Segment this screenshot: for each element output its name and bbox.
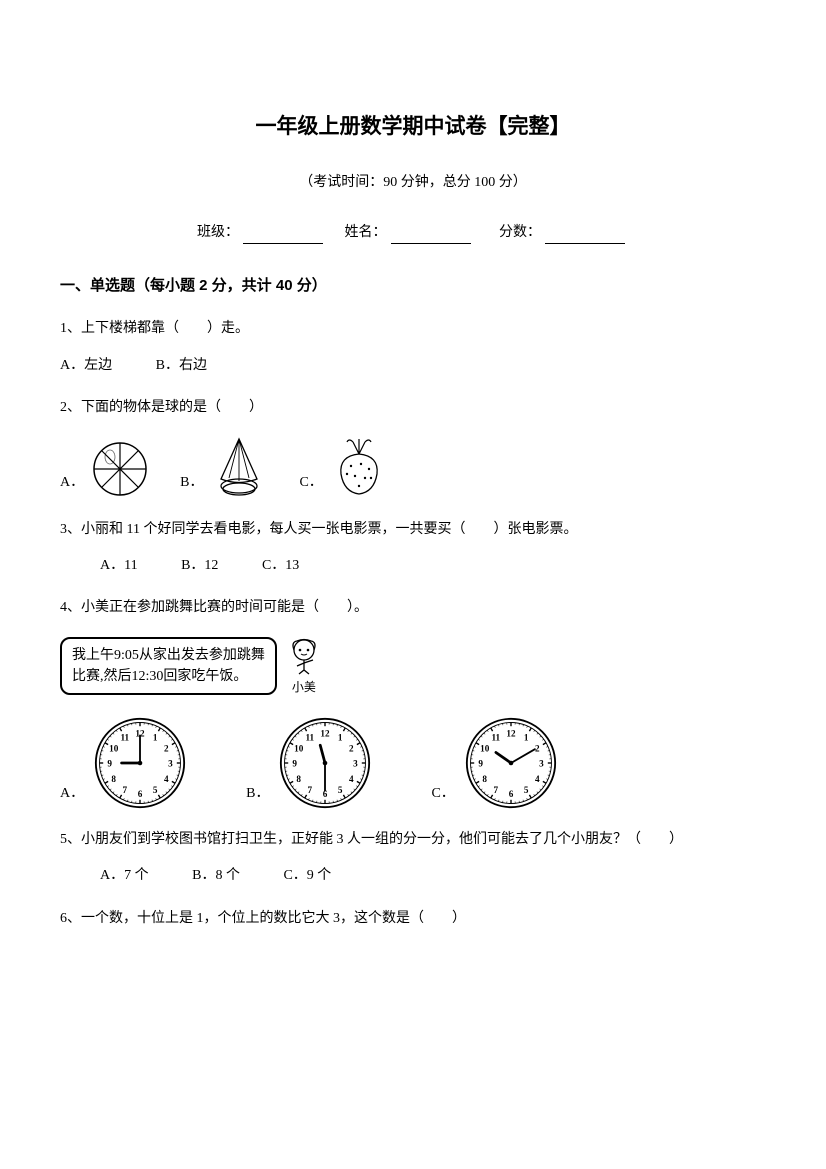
exam-info: （考试时间：90 分钟，总分 100 分） <box>60 172 766 194</box>
question-2: 2、下面的物体是球的是（ ） A． B． C． <box>60 397 766 498</box>
q1-options: A．左边 B．右边 <box>60 355 766 377</box>
svg-text:8: 8 <box>297 774 302 784</box>
q2-a-label: A． <box>60 472 84 494</box>
svg-text:8: 8 <box>482 774 487 784</box>
name-blank[interactable] <box>391 228 471 244</box>
svg-text:12: 12 <box>506 728 516 738</box>
score-blank[interactable] <box>545 228 625 244</box>
svg-text:1: 1 <box>524 732 529 742</box>
person-name: 小美 <box>285 678 323 697</box>
svg-text:3: 3 <box>354 759 359 769</box>
basketball-icon <box>90 439 150 499</box>
q4-option-a[interactable]: A． 123456789101112 <box>60 717 186 809</box>
q1-option-b[interactable]: B．右边 <box>156 358 207 373</box>
q4-a-label: A． <box>60 783 84 805</box>
q1-option-a[interactable]: A．左边 <box>60 358 112 373</box>
svg-text:2: 2 <box>349 743 354 753</box>
question-4: 4、小美正在参加跳舞比赛的时间可能是（ ）。 我上午9:05从家出发去参加跳舞 … <box>60 597 766 809</box>
question-5: 5、小朋友们到学校图书馆打扫卫生，正好能 3 人一组的分一分，他们可能去了几个小… <box>60 829 766 888</box>
q4-speech: 我上午9:05从家出发去参加跳舞 比赛,然后12:30回家吃午饭。 小美 <box>60 636 766 697</box>
svg-text:10: 10 <box>480 743 490 753</box>
q2-option-a[interactable]: A． <box>60 439 150 499</box>
q4-b-label: B． <box>246 783 269 805</box>
q2-option-c[interactable]: C． <box>299 434 388 499</box>
q4-clocks: A． 123456789101112 B． 123456789101112 C．… <box>60 717 766 809</box>
student-info-line: 班级： 姓名： 分数： <box>60 222 766 244</box>
q2-option-b[interactable]: B． <box>180 434 269 499</box>
svg-text:9: 9 <box>107 759 112 769</box>
q2-c-label: C． <box>299 472 322 494</box>
svg-text:3: 3 <box>168 759 173 769</box>
clock-1-icon: 123456789101112 <box>94 717 186 809</box>
strawberry-icon <box>329 434 389 499</box>
svg-text:7: 7 <box>123 785 128 795</box>
svg-text:4: 4 <box>535 774 540 784</box>
svg-text:1: 1 <box>153 732 158 742</box>
score-label: 分数： <box>499 225 541 240</box>
class-blank[interactable] <box>243 228 323 244</box>
q4-option-b[interactable]: B． 123456789101112 <box>246 717 371 809</box>
girl-icon <box>285 636 323 678</box>
svg-text:5: 5 <box>524 785 529 795</box>
question-6: 6、一个数，十位上是 1，个位上的数比它大 3，这个数是（ ） <box>60 908 766 930</box>
svg-text:5: 5 <box>153 785 158 795</box>
svg-text:8: 8 <box>112 774 117 784</box>
page-title: 一年级上册数学期中试卷【完整】 <box>60 110 766 144</box>
svg-text:6: 6 <box>509 789 514 799</box>
svg-text:6: 6 <box>138 789 143 799</box>
svg-text:10: 10 <box>295 743 305 753</box>
q6-text: 6、一个数，十位上是 1，个位上的数比它大 3，这个数是（ ） <box>60 908 766 930</box>
svg-text:11: 11 <box>121 732 130 742</box>
q5-option-a[interactable]: A．7 个 <box>100 868 149 883</box>
class-label: 班级： <box>197 225 239 240</box>
section-1-header: 一、单选题（每小题 2 分，共计 40 分） <box>60 274 766 298</box>
svg-text:3: 3 <box>539 759 544 769</box>
q5-options: A．7 个 B．8 个 C．9 个 <box>60 865 766 887</box>
svg-text:7: 7 <box>493 785 498 795</box>
q3-options: A．11 B．12 C．13 <box>60 555 766 577</box>
svg-text:2: 2 <box>164 743 169 753</box>
svg-text:5: 5 <box>338 785 343 795</box>
q3-option-a[interactable]: A．11 <box>100 558 138 573</box>
speech-bubble: 我上午9:05从家出发去参加跳舞 比赛,然后12:30回家吃午饭。 <box>60 637 277 695</box>
svg-text:10: 10 <box>109 743 119 753</box>
q3-option-b[interactable]: B．12 <box>181 558 218 573</box>
person-figure: 小美 <box>285 636 323 697</box>
q5-text: 5、小朋友们到学校图书馆打扫卫生，正好能 3 人一组的分一分，他们可能去了几个小… <box>60 829 766 851</box>
svg-text:9: 9 <box>293 759 298 769</box>
q4-text: 4、小美正在参加跳舞比赛的时间可能是（ ）。 <box>60 597 766 619</box>
svg-text:4: 4 <box>164 774 169 784</box>
svg-text:7: 7 <box>308 785 313 795</box>
q3-text: 3、小丽和 11 个好同学去看电影，每人买一张电影票，一共要买（ ）张电影票。 <box>60 519 766 541</box>
question-1: 1、上下楼梯都靠（ ）走。 A．左边 B．右边 <box>60 318 766 377</box>
svg-text:1: 1 <box>338 732 343 742</box>
svg-text:12: 12 <box>321 728 331 738</box>
q4-option-c[interactable]: C． 123456789101112 <box>431 717 556 809</box>
clock-3-icon: 123456789101112 <box>465 717 557 809</box>
q2-b-label: B． <box>180 472 203 494</box>
q1-text: 1、上下楼梯都靠（ ）走。 <box>60 318 766 340</box>
q2-images: A． B． C． <box>60 434 766 499</box>
speech-line-1: 我上午9:05从家出发去参加跳舞 <box>72 645 265 666</box>
svg-text:11: 11 <box>306 732 315 742</box>
q4-c-label: C． <box>431 783 454 805</box>
q2-text: 2、下面的物体是球的是（ ） <box>60 397 766 419</box>
shuttlecock-icon <box>209 434 269 499</box>
q3-option-c[interactable]: C．13 <box>262 558 299 573</box>
speech-line-2: 比赛,然后12:30回家吃午饭。 <box>72 666 265 687</box>
q5-option-c[interactable]: C．9 个 <box>283 868 331 883</box>
name-label: 姓名： <box>345 225 387 240</box>
clock-2-icon: 123456789101112 <box>279 717 371 809</box>
svg-text:9: 9 <box>478 759 483 769</box>
svg-text:4: 4 <box>349 774 354 784</box>
svg-text:11: 11 <box>491 732 500 742</box>
question-3: 3、小丽和 11 个好同学去看电影，每人买一张电影票，一共要买（ ）张电影票。 … <box>60 519 766 578</box>
svg-text:2: 2 <box>535 743 540 753</box>
q5-option-b[interactable]: B．8 个 <box>192 868 240 883</box>
